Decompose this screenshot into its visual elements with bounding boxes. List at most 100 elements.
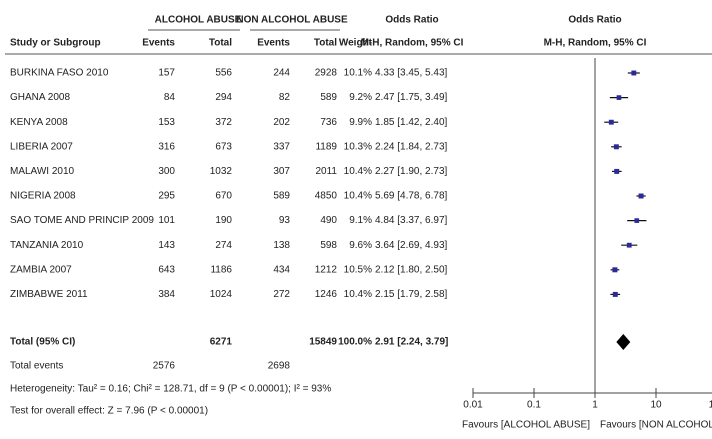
cell: 2698	[268, 361, 291, 372]
x-tick-label: 1	[592, 400, 598, 411]
study-name: SAO TOME AND PRINCIP 2009	[10, 215, 154, 226]
heterogeneity: Heterogeneity: Tau² = 0.16; Chi² = 128.7…	[10, 384, 331, 395]
cell: 670	[215, 191, 232, 202]
cell: 2.24 [1.84, 2.73]	[375, 141, 448, 152]
cell: 2576	[153, 361, 176, 372]
study-name: ZIMBABWE 2011	[10, 289, 88, 300]
cell: 736	[320, 117, 337, 128]
x-tick-label: 100	[709, 400, 712, 411]
cell: 2.12 [1.80, 2.50]	[375, 264, 448, 275]
cell: 138	[273, 240, 290, 251]
cell: 274	[215, 240, 232, 251]
cell: 9.2%	[349, 92, 372, 103]
cell: 3.64 [2.69, 4.93]	[375, 240, 448, 251]
point-estimate	[608, 119, 614, 125]
column-header: Total	[314, 38, 337, 49]
cell: 2928	[315, 68, 338, 79]
cell: 1212	[315, 264, 338, 275]
cell: 4.84 [3.37, 6.97]	[375, 215, 448, 226]
cell: 93	[279, 215, 291, 226]
cell: 84	[164, 92, 176, 103]
x-tick-label: 10	[650, 400, 662, 411]
study-name: TANZANIA 2010	[10, 240, 84, 251]
cell: 337	[273, 141, 290, 152]
cell: 316	[158, 141, 175, 152]
cell: 2011	[315, 166, 337, 177]
cell: 589	[273, 191, 290, 202]
cell: 6271	[210, 337, 233, 348]
cell: 4850	[315, 191, 338, 202]
cell: 10.4%	[344, 289, 372, 300]
cell: 295	[158, 191, 175, 202]
cell: 9.9%	[349, 117, 372, 128]
cell: 2.91 [2.24, 3.79]	[375, 337, 448, 348]
point-estimate	[612, 267, 618, 273]
cell: 1246	[315, 289, 338, 300]
plot-header: Odds Ratio	[568, 15, 621, 26]
cell: 272	[273, 289, 290, 300]
group-header: NON ALCOHOL ABUSE	[236, 15, 348, 26]
study-name: MALAWI 2010	[10, 166, 75, 177]
cell: 589	[320, 92, 337, 103]
cell: 143	[158, 240, 175, 251]
cell: 10.1%	[344, 68, 372, 79]
point-estimate	[613, 144, 619, 150]
cell: 9.6%	[349, 240, 372, 251]
cell: 244	[273, 68, 290, 79]
total-name: Total (95% CI)	[10, 337, 75, 348]
point-estimate	[631, 70, 637, 76]
cell: 1189	[315, 141, 337, 152]
cell: 556	[215, 68, 232, 79]
column-header: Total	[209, 38, 232, 49]
study-name: BURKINA FASO 2010	[10, 68, 109, 79]
cell: 190	[215, 215, 232, 226]
study-name: ZAMBIA 2007	[10, 264, 72, 275]
study-name: NIGERIA 2008	[10, 191, 76, 202]
cell: 1.85 [1.42, 2.40]	[375, 117, 448, 128]
cell: 9.1%	[349, 215, 372, 226]
cell: 10.4%	[344, 166, 372, 177]
cell: 153	[158, 117, 175, 128]
overall-test: Test for overall effect: Z = 7.96 (P < 0…	[10, 406, 208, 417]
cell: 100.0%	[338, 337, 372, 348]
favours-left: Favours [ALCOHOL ABUSE]	[462, 420, 590, 431]
cell: 307	[273, 166, 290, 177]
study-name: LIBERIA 2007	[10, 141, 73, 152]
point-estimate	[638, 193, 644, 199]
cell: 10.4%	[344, 191, 372, 202]
cell: 372	[215, 117, 232, 128]
cell: 10.5%	[344, 264, 372, 275]
favours-right: Favours [NON ALCOHOL ABUSE]	[600, 420, 712, 431]
point-estimate	[626, 242, 632, 248]
point-estimate	[616, 95, 622, 100]
column-header: Events	[257, 38, 290, 49]
cell: 598	[320, 240, 337, 251]
cell: 10.3%	[344, 141, 372, 152]
cell: 157	[158, 68, 175, 79]
diamond	[616, 334, 631, 350]
cell: 15849	[309, 337, 337, 348]
effect-header: Odds Ratio	[385, 15, 438, 26]
plot-subheader: M-H, Random, 95% CI	[544, 38, 647, 49]
cell: 82	[279, 92, 291, 103]
cell: 202	[273, 117, 290, 128]
point-estimate	[612, 291, 618, 297]
cell: 1186	[210, 264, 232, 275]
cell: 2.15 [1.79, 2.58]	[375, 289, 448, 300]
total-events: Total events	[10, 361, 63, 372]
cell: 300	[158, 166, 175, 177]
cell: 4.33 [3.45, 5.43]	[375, 68, 448, 79]
cell: 384	[158, 289, 175, 300]
study-name: GHANA 2008	[10, 92, 70, 103]
point-estimate	[614, 168, 620, 174]
cell: 434	[273, 264, 290, 275]
cell: 5.69 [4.78, 6.78]	[375, 191, 448, 202]
group-header: ALCOHOL ABUSE	[155, 15, 242, 26]
x-tick-label: 0.1	[527, 400, 541, 411]
column-header: M-H, Random, 95% CI	[361, 38, 464, 49]
column-header: Events	[142, 38, 175, 49]
column-header: Weight	[339, 38, 373, 49]
cell: 294	[215, 92, 232, 103]
